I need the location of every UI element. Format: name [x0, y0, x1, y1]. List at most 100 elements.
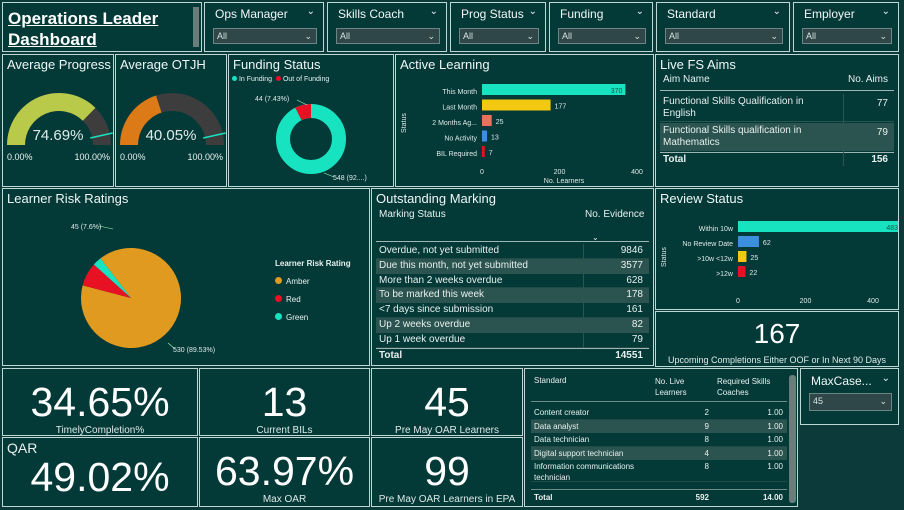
standard-name: Data analyst: [534, 421, 579, 431]
slicer-maxcase[interactable]: MaxCase... ⌄ 45 ⌄: [800, 368, 899, 425]
bar: [482, 130, 488, 142]
gauge-min: 0.00%: [120, 152, 146, 162]
premay-value: 45: [424, 379, 470, 425]
table-row[interactable]: More than 2 weeks overdue 628: [376, 274, 649, 289]
qar-label: QAR: [7, 440, 38, 456]
pie-label-red: 45 (7.6%): [71, 224, 101, 231]
x-axis-title: No. Learners: [544, 178, 585, 185]
legend-dot-out: [276, 76, 281, 81]
sort-icon[interactable]: ⌄: [592, 233, 599, 242]
premay-epa-value: 99: [424, 448, 470, 494]
table-row[interactable]: Up 2 weeks overdue 82: [376, 317, 649, 333]
tick-label: 0: [480, 169, 484, 176]
table-row[interactable]: To be marked this week 178: [376, 288, 649, 304]
chevron-down-icon[interactable]: ⌄: [429, 6, 438, 17]
standard-name: Data technician: [534, 435, 590, 444]
chevron-down-icon[interactable]: ⌄: [635, 6, 644, 17]
donut-label-in: 548 (92....): [333, 175, 367, 182]
leader-line-amber: [167, 342, 176, 350]
marking-status-name: More than 2 weeks overdue: [379, 274, 503, 286]
marking-total-row: Total 14551: [376, 348, 649, 362]
standard-learners: 2: [704, 408, 709, 417]
chevron-down-icon[interactable]: ⌄: [881, 373, 890, 384]
current-bils-card: 13 Current BILs: [199, 368, 370, 436]
chevron-down-icon: ⌄: [526, 31, 534, 41]
marking-rows: Overdue, not yet submitted 9846 Due this m…: [376, 244, 649, 348]
bar: [738, 236, 759, 247]
bar: [482, 146, 485, 157]
chevron-down-icon[interactable]: ⌄: [881, 6, 890, 17]
std-header-line: [531, 401, 787, 402]
slicer-ops-manager[interactable]: Ops Manager ⌄ All ⌄: [204, 2, 324, 52]
legend-item-red[interactable]: Red: [275, 291, 351, 309]
table-row[interactable]: Due this month, not yet submitted 3577: [376, 258, 649, 274]
pie-slice-green: [93, 258, 131, 298]
legend-title: Learner Risk Rating: [275, 259, 351, 268]
skills-coach-dropdown[interactable]: All ⌄: [336, 28, 440, 44]
table-row[interactable]: Information communications technician 8 1.…: [531, 460, 787, 482]
standard-dropdown[interactable]: All ⌄: [665, 28, 783, 44]
legend-item-green[interactable]: Green: [275, 309, 351, 327]
employer-dropdown[interactable]: All ⌄: [802, 28, 892, 44]
legend-item-amber[interactable]: Amber: [275, 273, 351, 291]
page-title: Operations Leader Dashboard: [8, 8, 158, 50]
table-row[interactable]: Functional Skills qualification in Mathe…: [660, 123, 894, 151]
slicer-skills-coach[interactable]: Skills Coach ⌄ All ⌄: [327, 2, 447, 52]
ops-manager-dropdown[interactable]: All ⌄: [213, 28, 317, 44]
premay-epa-caption: Pre May OAR Learners in EPA: [378, 494, 516, 505]
prog-status-dropdown[interactable]: All ⌄: [459, 28, 539, 44]
table-row[interactable]: Data analyst 9 1.00: [531, 419, 787, 433]
dropdown-value: All: [806, 31, 817, 41]
std-total-learners: 592: [695, 493, 709, 502]
chevron-down-icon: ⌄: [770, 31, 778, 41]
legend-label: Amber: [286, 277, 310, 286]
table-row[interactable]: Overdue, not yet submitted 9846: [376, 244, 649, 259]
table-row[interactable]: <7 days since submission 161: [376, 303, 649, 318]
chevron-down-icon[interactable]: ⌄: [306, 6, 315, 17]
dropdown-value: All: [217, 31, 228, 41]
bar-value-label: 177: [555, 104, 567, 111]
slicer-standard[interactable]: Standard ⌄ All ⌄: [656, 2, 790, 52]
scrollbar[interactable]: [789, 375, 796, 503]
slicer-label: Employer: [804, 7, 855, 21]
funding-legend: In Funding Out of Funding: [232, 76, 329, 83]
leader-line-in: [323, 172, 335, 178]
fs-header-line: [660, 90, 894, 91]
chevron-down-icon[interactable]: ⌄: [772, 6, 781, 17]
fs-total-value: 156: [871, 154, 888, 165]
table-row[interactable]: Data technician 8 1.00: [531, 433, 787, 447]
standard-coaches: 1.00: [767, 421, 783, 431]
pie-slice-red: [82, 264, 131, 298]
fs-aim-count: 77: [876, 98, 888, 109]
legend-label-in: In Funding: [238, 76, 273, 83]
standard-coaches: 1.00: [767, 408, 783, 417]
tick-label: 0: [736, 298, 740, 305]
marking-status-name: Up 1 week overdue: [379, 333, 466, 345]
timely-completion-card: 34.65% TimelyCompletion%: [2, 368, 198, 436]
fs-header-count: No. Aims: [847, 74, 888, 85]
funding-status-tile: Funding Status In Funding Out of Funding…: [228, 54, 394, 187]
bar-label: No Review Date: [682, 241, 733, 248]
fs-total-row: Total 156: [660, 152, 894, 166]
slicer-prog-status[interactable]: Prog Status ⌄ All ⌄: [450, 2, 546, 52]
slicer-label: Ops Manager: [215, 7, 288, 21]
timely-caption: TimelyCompletion%: [55, 425, 145, 436]
donut-label-out: 44 (7.43%): [255, 96, 289, 103]
gauge-fill: [7, 93, 96, 145]
slicer-funding[interactable]: Funding ⌄ All ⌄: [549, 2, 653, 52]
maxcase-dropdown[interactable]: 45 ⌄: [809, 393, 892, 411]
standard-name: Content creator: [534, 408, 590, 417]
bar-value-label: 22: [749, 270, 757, 277]
chevron-down-icon[interactable]: ⌄: [528, 6, 537, 17]
marking-vertical-divider: [583, 244, 584, 349]
standard-learners: 8: [704, 462, 709, 471]
marking-total-label: Total: [379, 350, 403, 361]
marking-header-line: [376, 241, 649, 242]
std-header-learners-1: No. Live: [655, 377, 685, 386]
table-row[interactable]: Functional Skills Qualification in Engli…: [660, 94, 894, 122]
funding-dropdown[interactable]: All ⌄: [558, 28, 646, 44]
slicer-employer[interactable]: Employer ⌄ All ⌄: [793, 2, 899, 52]
table-row[interactable]: Digital support technician 4 1.00: [531, 446, 787, 460]
table-row[interactable]: Content creator 2 1.00: [531, 406, 787, 420]
table-row[interactable]: Up 1 week overdue 79: [376, 333, 649, 348]
